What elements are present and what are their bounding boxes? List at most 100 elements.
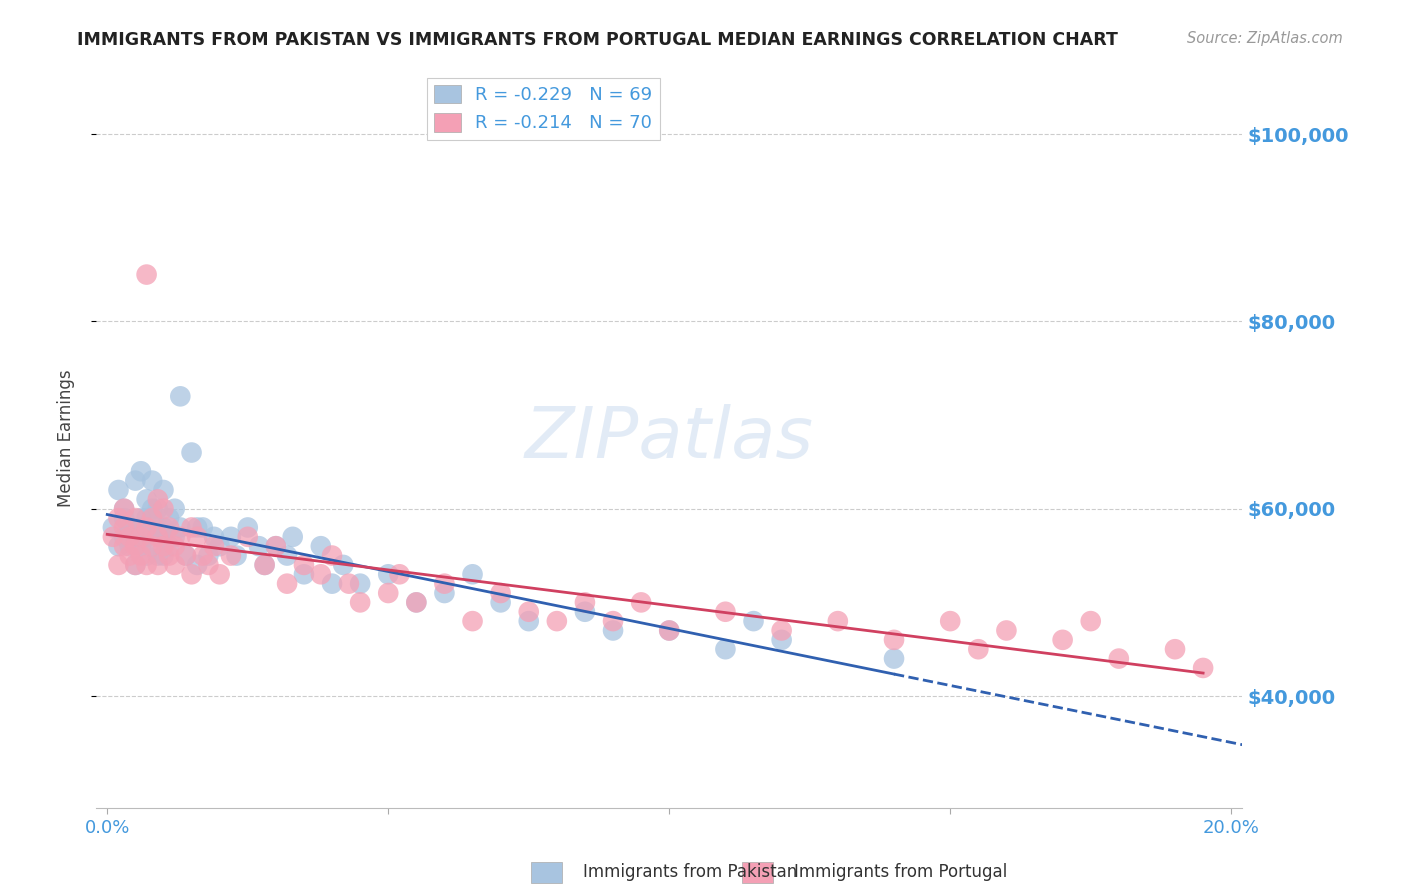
Point: [236, 530, 259, 544]
Point: [1164, 642, 1187, 657]
Point: [112, 511, 135, 525]
Point: [264, 539, 287, 553]
Point: [461, 567, 484, 582]
Point: [967, 642, 990, 657]
Point: [180, 520, 202, 534]
Point: [107, 558, 129, 572]
Point: [574, 605, 596, 619]
Point: [219, 549, 242, 563]
Point: [349, 595, 371, 609]
Point: [602, 614, 624, 628]
Point: [152, 539, 174, 553]
Point: [118, 539, 141, 553]
Point: [157, 539, 180, 553]
Point: [461, 614, 484, 628]
Point: [489, 586, 512, 600]
Point: [107, 483, 129, 497]
Point: [321, 576, 343, 591]
Point: [112, 530, 135, 544]
Point: [939, 614, 962, 628]
Point: [169, 520, 191, 534]
Point: [253, 558, 276, 572]
Point: [124, 558, 146, 572]
Point: [321, 549, 343, 563]
Point: [276, 549, 298, 563]
Point: [827, 614, 849, 628]
Point: [186, 520, 208, 534]
Point: [546, 614, 568, 628]
Point: [377, 586, 399, 600]
Point: [714, 642, 737, 657]
Point: [630, 595, 652, 609]
Point: [129, 549, 152, 563]
Point: [141, 501, 163, 516]
Point: [1108, 651, 1130, 665]
Point: [152, 483, 174, 497]
Point: [197, 549, 219, 563]
Legend: R = -0.229   N = 69, R = -0.214   N = 70: R = -0.229 N = 69, R = -0.214 N = 70: [426, 78, 659, 140]
Point: [174, 549, 197, 563]
Point: [107, 511, 129, 525]
Point: [276, 576, 298, 591]
Point: [112, 539, 135, 553]
Point: [163, 558, 186, 572]
Point: [309, 567, 332, 582]
Point: [658, 624, 681, 638]
Point: [208, 567, 231, 582]
Point: [247, 539, 270, 553]
Text: IMMIGRANTS FROM PAKISTAN VS IMMIGRANTS FROM PORTUGAL MEDIAN EARNINGS CORRELATION: IMMIGRANTS FROM PAKISTAN VS IMMIGRANTS F…: [77, 31, 1118, 49]
Point: [152, 530, 174, 544]
Point: [118, 549, 141, 563]
Point: [253, 558, 276, 572]
Point: [146, 501, 169, 516]
Point: [574, 595, 596, 609]
Point: [883, 632, 905, 647]
Point: [332, 558, 354, 572]
Point: [163, 539, 186, 553]
Point: [202, 539, 225, 553]
Point: [180, 567, 202, 582]
Point: [157, 549, 180, 563]
Point: [292, 567, 315, 582]
Point: [107, 539, 129, 553]
Point: [602, 624, 624, 638]
Point: [141, 511, 163, 525]
Point: [129, 520, 152, 534]
Point: [135, 549, 157, 563]
Text: ZIPatlas: ZIPatlas: [524, 404, 814, 473]
Point: [157, 520, 180, 534]
Point: [163, 501, 186, 516]
Point: [489, 595, 512, 609]
Point: [405, 595, 427, 609]
Point: [124, 558, 146, 572]
Text: Immigrants from Pakistan: Immigrants from Pakistan: [583, 863, 797, 881]
Point: [225, 549, 247, 563]
Point: [146, 558, 169, 572]
Point: [118, 530, 141, 544]
Point: [191, 549, 214, 563]
Point: [337, 576, 360, 591]
Point: [169, 389, 191, 403]
Point: [714, 605, 737, 619]
Point: [202, 530, 225, 544]
Point: [141, 530, 163, 544]
Point: [186, 558, 208, 572]
Point: [152, 520, 174, 534]
Point: [146, 530, 169, 544]
Point: [1192, 661, 1215, 675]
Point: [146, 492, 169, 507]
Text: Source: ZipAtlas.com: Source: ZipAtlas.com: [1187, 31, 1343, 46]
Point: [236, 520, 259, 534]
Point: [101, 520, 124, 534]
Point: [264, 539, 287, 553]
Point: [292, 558, 315, 572]
Point: [141, 474, 163, 488]
Point: [112, 501, 135, 516]
Point: [191, 520, 214, 534]
Point: [658, 624, 681, 638]
Y-axis label: Median Earnings: Median Earnings: [58, 369, 75, 508]
Point: [517, 614, 540, 628]
Point: [124, 530, 146, 544]
Point: [135, 268, 157, 282]
Point: [135, 492, 157, 507]
